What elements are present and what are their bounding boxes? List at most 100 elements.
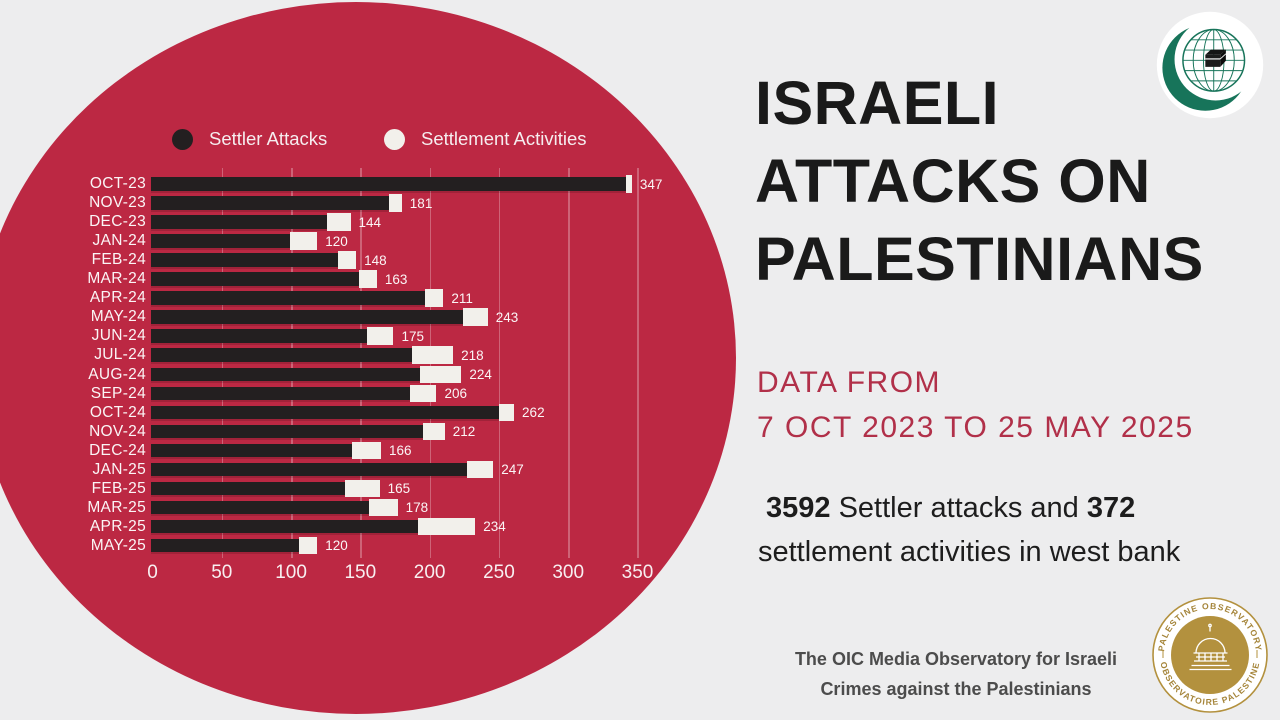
bar-settler-attacks [151,367,420,381]
bar-settlement-activities [367,327,394,345]
subtitle-line: DATA FROM [757,366,942,399]
y-axis-month-label: FEB-25 [91,479,146,497]
settlement-activities-dot-icon [384,128,405,150]
y-axis-month-label: FEB-24 [91,251,146,269]
bar-total-label: 165 [387,481,411,497]
bar-total-label: 234 [483,519,506,535]
bar-settlement-activities [299,536,318,555]
bar-total-label: 224 [469,367,492,382]
settler-attacks-dot-icon [172,128,193,150]
footer-line: The OIC Media Observatory for Israeli [794,649,1118,669]
globe-icon [1182,28,1246,92]
gridline-250 [498,168,501,558]
bar-total-label: 144 [358,214,382,230]
bar-total-label: 181 [409,195,433,211]
bar-settler-attacks [151,272,359,286]
x-tick-label: 200 [413,562,446,583]
x-tick-label: 0 [147,562,158,583]
bar-total-label: 175 [401,328,425,344]
y-axis-month-label: OCT-23 [89,175,146,192]
y-axis-month-label: OCT-24 [89,403,146,421]
y-axis-month-label: SEP-24 [90,384,146,402]
date-range-subtitle: DATA FROM 7 OCT 2023 TO 25 MAY 2025 [757,360,1194,450]
x-tick-label: 350 [621,562,654,583]
gridline-150 [360,168,362,558]
gridline-100 [291,168,293,558]
subtitle-line: 7 OCT 2023 TO 25 MAY 2025 [757,411,1194,444]
bar-total-label: 166 [389,443,412,459]
x-tick-label: 100 [275,562,307,583]
bar-settlement-activities [358,270,377,288]
bar-total-label: 163 [384,271,408,287]
gridline-50 [221,168,224,558]
bar-settlement-activities [326,213,351,231]
y-axis-month-label: MAY-24 [90,308,146,326]
bar-settlement-activities [410,384,437,403]
attacks-count: 3592 [766,492,831,524]
bar-settlement-activities [466,460,494,479]
bar-chart: 0 50 100 150 200 250 300 350 OCT-23 347 NOV-23 181 D… [87,168,663,583]
gridline-300 [568,168,570,558]
bar-total-label: 206 [444,386,467,402]
bar-settler-attacks [151,386,411,401]
stats-line-1: 3592 Settler attacks and 372 [758,486,1180,530]
bar-settler-attacks [151,348,412,362]
bar-settlement-activities [344,479,380,498]
bar-settler-attacks [151,481,345,496]
bar-settler-attacks [151,443,352,458]
footer-line: Crimes against the Palestinians [820,679,1092,699]
bar-settler-attacks [151,500,369,515]
legend-label: Settlement Activities [421,128,587,149]
bar-settlement-activities [425,289,444,307]
y-axis-month-label: AUG-24 [88,365,146,383]
gridline-350 [637,168,639,558]
bar-settlement-activities [338,251,357,269]
bar-settlement-activities [389,194,402,212]
bar-settlement-activities [498,403,515,422]
y-axis-month-label: JUL-24 [94,346,146,364]
y-axis-month-label: MAR-25 [87,498,146,516]
bar-total-label: 262 [522,405,545,421]
bar-total-label: 347 [639,176,663,192]
bar-settlement-activities [289,232,318,250]
legend-item-settler-attacks: Settler Attacks [172,128,327,150]
footer-attribution: The OIC Media Observatory for Israeli Cr… [748,644,1164,704]
bar-settler-attacks [151,538,300,553]
oic-emblem-icon [1156,11,1264,119]
bar-settler-attacks [151,462,467,477]
bar-settler-attacks [151,291,426,305]
page-title: ISRAELI ATTACKS ON PALESTINIANS [755,64,1204,298]
bar-settlement-activities [462,308,488,326]
y-axis-month-label: MAR-24 [87,270,146,288]
bar-total-label: 120 [325,538,348,554]
bar-total-label: 218 [461,347,484,363]
x-tick-label: 300 [552,562,585,583]
y-axis-month-label: DEC-24 [89,441,146,459]
y-axis-month-label: JAN-25 [92,460,146,478]
activities-count: 372 [1086,492,1136,524]
y-axis-month-label: JAN-24 [92,232,146,250]
stats-line-2: settlement activities in west bank [758,536,1181,568]
title-line: PALESTINIANS [755,225,1204,293]
bar-settlement-activities [351,441,382,460]
y-axis-month-label: APR-25 [89,517,146,535]
y-axis-month-label: NOV-24 [89,422,146,440]
bar-settler-attacks [151,405,499,420]
bar-total-label: 212 [452,424,476,440]
legend-item-settlement-activities: Settlement Activities [384,128,587,150]
bar-settlement-activities [411,346,454,364]
y-axis-month-label: JUN-24 [91,327,146,345]
bar-settler-attacks [151,310,463,324]
x-tick-label: 50 [211,562,233,583]
kaaba-icon [1205,49,1227,67]
legend-label: Settler Attacks [209,128,328,149]
bar-settler-attacks [151,519,419,534]
title-line: ISRAELI [755,69,1000,137]
x-tick-label: 250 [483,562,515,583]
y-axis-month-label: NOV-23 [89,194,146,212]
stats-text: Settler attacks and [830,492,1087,524]
y-axis-month-label: APR-24 [89,289,146,307]
bar-settler-attacks [151,329,368,343]
y-axis-month-label: DEC-23 [89,213,146,231]
